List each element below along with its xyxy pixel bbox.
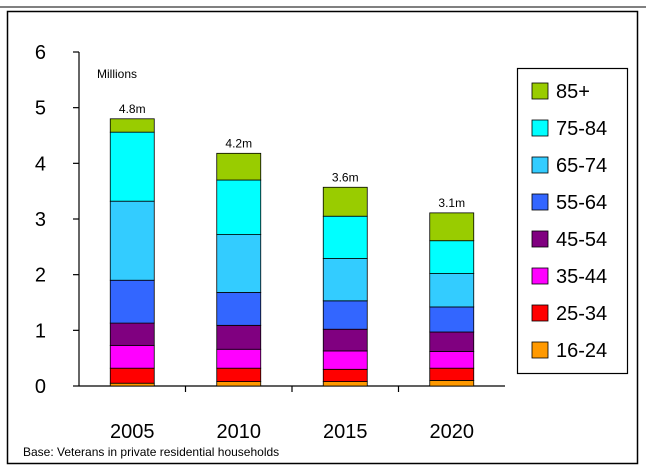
bar-segment-16-24-2015 xyxy=(322,381,368,387)
bar-segment-55-64-2015 xyxy=(322,300,368,330)
legend-swatch-25-34 xyxy=(531,304,549,322)
bar-segment-35-44-2015 xyxy=(322,350,368,370)
bar-segment-16-24-2010 xyxy=(216,381,262,387)
bar-segment-85+-2020 xyxy=(429,212,475,242)
bar-segment-45-54-2010 xyxy=(216,324,262,350)
legend-box xyxy=(516,67,629,375)
bar-total-label: 3.1m xyxy=(438,196,465,210)
bar-segment-85+-2010 xyxy=(216,152,262,181)
legend-swatch-16-24 xyxy=(531,341,549,359)
bar-segment-45-54-2015 xyxy=(322,328,368,352)
bar-segment-16-24-2005 xyxy=(109,382,155,387)
bars-layer xyxy=(109,118,475,387)
bar-segment-65-74-2015 xyxy=(322,258,368,302)
bar-segment-25-34-2020 xyxy=(429,367,475,381)
legend-swatch-85+ xyxy=(531,82,549,100)
bar-segment-55-64-2005 xyxy=(109,279,155,324)
bar-segment-85+-2005 xyxy=(109,118,155,133)
legend-swatch-35-44 xyxy=(531,267,549,285)
bar-segment-85+-2015 xyxy=(322,186,368,217)
y-tick-label: 3 xyxy=(35,209,46,231)
y-tick-label: 4 xyxy=(35,153,46,175)
bar-segment-65-74-2010 xyxy=(216,234,262,293)
bar-segment-25-34-2010 xyxy=(216,367,262,382)
y-tick-label: 1 xyxy=(35,320,46,342)
unit-label: Millions xyxy=(97,67,137,81)
bar-segment-45-54-2005 xyxy=(109,322,155,346)
x-category-label: 2005 xyxy=(110,421,155,443)
bar-total-label: 4.8m xyxy=(119,102,146,116)
bar-segment-65-74-2005 xyxy=(109,200,155,281)
bar-segment-55-64-2020 xyxy=(429,306,475,333)
x-category-label: 2020 xyxy=(430,421,475,443)
bar-segment-35-44-2020 xyxy=(429,351,475,369)
legend-label-16-24: 16-24 xyxy=(556,340,607,362)
legend-swatch-75-84 xyxy=(531,119,549,137)
bar-segment-35-44-2010 xyxy=(216,348,262,369)
bar-segment-25-34-2015 xyxy=(322,368,368,382)
bar-segment-16-24-2020 xyxy=(429,380,475,387)
y-tick-label: 0 xyxy=(35,376,46,398)
legend-label-55-64: 55-64 xyxy=(556,192,607,214)
bar-segment-75-84-2010 xyxy=(216,179,262,235)
legend-swatch-45-54 xyxy=(531,230,549,248)
legend: 85+ 75-84 65-74 55-64 45-54 35-44 25-34 16-24 xyxy=(516,67,629,375)
legend-label-85+: 85+ xyxy=(556,81,590,103)
y-tick-label: 2 xyxy=(35,265,46,287)
legend-label-35-44: 35-44 xyxy=(556,266,607,288)
x-category-label: 2010 xyxy=(217,421,262,443)
legend-label-75-84: 75-84 xyxy=(556,118,607,140)
bar-segment-55-64-2010 xyxy=(216,292,262,326)
legend-label-65-74: 65-74 xyxy=(556,155,607,177)
y-tick-label: 6 xyxy=(35,42,46,64)
legend-label-25-34: 25-34 xyxy=(556,303,607,325)
bar-segment-45-54-2020 xyxy=(429,331,475,352)
bar-segment-75-84-2020 xyxy=(429,240,475,274)
bar-segment-75-84-2015 xyxy=(322,215,368,259)
x-category-label: 2015 xyxy=(323,421,368,443)
bar-segment-75-84-2005 xyxy=(109,131,155,202)
legend-label-45-54: 45-54 xyxy=(556,229,607,251)
legend-swatch-65-74 xyxy=(531,156,549,174)
bar-segment-25-34-2005 xyxy=(109,367,155,384)
bar-total-label: 3.6m xyxy=(332,170,359,184)
labels-layer: 4.8m 2005 4.2m 2010 3.6m 2015 3.1m 2020 xyxy=(110,102,474,443)
bar-total-label: 4.2m xyxy=(225,136,252,150)
y-tick-label: 5 xyxy=(35,98,46,120)
footnote: Base: Veterans in private residential ho… xyxy=(23,445,279,459)
bar-segment-65-74-2020 xyxy=(429,273,475,308)
bar-segment-35-44-2005 xyxy=(109,344,155,369)
legend-swatch-55-64 xyxy=(531,193,549,211)
